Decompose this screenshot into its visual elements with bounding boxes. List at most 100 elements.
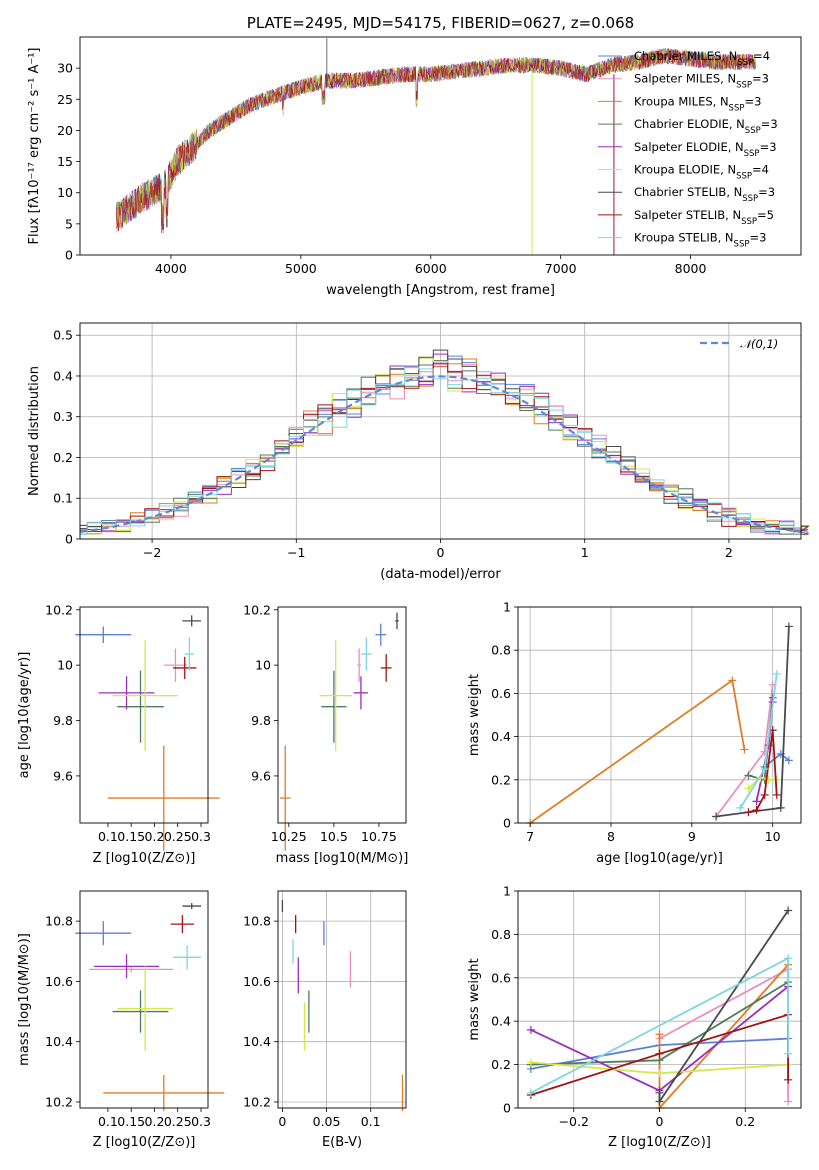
y-axis-label: age [log10(age/yr)] (17, 652, 32, 779)
legend-label: Chabrier ELODIE, NSSP=3 (634, 117, 778, 136)
y-tick-label: 0.8 (491, 643, 511, 658)
y-tick-label: 10 (57, 658, 73, 673)
panel-weight_vs_Z: −0.2 0 0.2 0 0.2 0.4 0.6 0.8 1 Z [log10(Z/Z⊙)] mas… (467, 884, 802, 1150)
weight-line (747, 776, 777, 790)
y-tick-label: 30 (57, 61, 73, 76)
y-tick-label: 0.3 (53, 409, 73, 424)
weight-marker (655, 1030, 664, 1039)
y-tick-label: 0.2 (53, 450, 73, 465)
panel-weight_vs_age: 7 8 9 10 0 0.2 0.4 0.6 0.8 1 age [log10(age/yr)] ma… (467, 600, 802, 866)
y-axis-label: mass weight (467, 674, 482, 756)
weight-marker (526, 1058, 535, 1067)
weight-marker (772, 790, 781, 799)
x-tick-label: 2 (725, 545, 733, 560)
x-tick-label: 7000 (545, 261, 577, 276)
y-tick-label: 10.8 (45, 914, 73, 929)
weight-marker (784, 906, 793, 915)
x-tick-label: −0.2 (559, 1114, 589, 1129)
weight-marker (784, 1097, 793, 1106)
panel-age_vs_Z: 0.1 0.15 0.2 0.25 0.3 9.6 9.8 10 10.2 Z [log10(Z/… (17, 602, 220, 866)
plot-area (116, 38, 756, 255)
x-tick-label: 1 (581, 545, 589, 560)
weight-marker (760, 790, 769, 799)
panel-residuals: −2 −1 0 1 2 0 0.1 0.2 0.3 0.4 0.5 (data-model)/erro… (27, 322, 810, 582)
weight-marker (740, 745, 749, 754)
plot-area (79, 349, 810, 535)
x-tick-label: 0 (278, 1114, 286, 1129)
axes-frame (79, 36, 802, 256)
y-tick-label: 15 (57, 154, 73, 169)
weight-marker (752, 806, 761, 815)
axes-frame (79, 322, 802, 540)
weight-marker (784, 622, 793, 631)
axes-frame (79, 606, 209, 824)
y-axis-label: Normed distribution (27, 366, 42, 496)
x-tick-label: 10.25 (271, 829, 307, 844)
y-axis-label: Flux [fλ10⁻¹⁷ erg cm⁻² s⁻¹ A⁻¹] (27, 48, 42, 245)
x-tick-label: 0.1 (361, 1114, 381, 1129)
y-tick-label: 0.1 (53, 491, 73, 506)
legend-label: Chabrier MILES, NSSP=4 (634, 49, 770, 68)
axes-frame (277, 890, 407, 1109)
panel-mass_vs_ebv: 0 0.05 0.1 10.2 10.4 10.6 10.8 E(B-V) (243, 890, 407, 1150)
weight-marker (526, 1088, 535, 1097)
x-axis-label: mass [log10(M/M⊙)] (276, 851, 409, 866)
y-tick-label: 10 (57, 185, 73, 200)
x-tick-label: 0 (437, 545, 445, 560)
legend-label: Chabrier STELIB, NSSP=3 (634, 185, 775, 204)
x-axis-label: Z [log10(Z/Z⊙)] (93, 851, 196, 866)
y-tick-label: 0.6 (491, 970, 511, 985)
weight-marker (744, 784, 753, 793)
y-tick-label: 0.4 (491, 729, 511, 744)
plot-area (75, 615, 220, 851)
y-tick-label: 0.5 (53, 328, 73, 343)
y-tick-label: 0.2 (491, 772, 511, 787)
plot-area (75, 903, 225, 1112)
x-tick-label: 5000 (285, 261, 317, 276)
weight-marker (655, 1069, 664, 1078)
x-tick-label: 7 (526, 829, 534, 844)
y-tick-label: 20 (57, 123, 73, 138)
legend-label: Salpeter ELODIE, NSSP=3 (634, 140, 777, 159)
y-tick-label: 0.8 (491, 927, 511, 942)
plot-area (526, 906, 793, 1112)
x-tick-label: 10 (765, 829, 781, 844)
x-tick-label: 9 (688, 829, 696, 844)
y-tick-label: 0 (503, 816, 511, 831)
legend: Chabrier MILES, NSSP=4 Salpeter MILES, NS… (598, 49, 778, 250)
weight-marker (776, 803, 785, 812)
axes-frame (517, 890, 802, 1109)
legend: 𝒩(0,1) (700, 337, 778, 351)
x-tick-label: 8 (607, 829, 615, 844)
y-axis-label: mass [log10(M/M⊙)] (17, 933, 32, 1066)
y-tick-label: 5 (65, 216, 73, 231)
y-tick-label: 10.6 (45, 974, 73, 989)
y-tick-label: 10.8 (243, 914, 271, 929)
y-tick-label: 10.2 (45, 602, 73, 617)
panel-mass_vs_Z: 0.1 0.15 0.2 0.25 0.3 10.2 10.4 10.6 10.8 Z [log1… (17, 890, 225, 1150)
y-tick-label: 10.4 (45, 1034, 73, 1049)
x-tick-label: 4000 (155, 261, 187, 276)
weight-marker (744, 808, 753, 817)
x-axis-label: (data-model)/error (380, 567, 501, 582)
chart-title: PLATE=2495, MJD=54175, FIBERID=0627, z=0… (247, 14, 634, 32)
legend-label: 𝒩(0,1) (740, 337, 778, 351)
weight-marker (744, 771, 753, 780)
legend-label: Kroupa ELODIE, NSSP=4 (634, 163, 769, 182)
legend-label: Kroupa MILES, NSSP=3 (634, 94, 761, 113)
weight-marker (655, 1049, 664, 1058)
weight-marker (655, 1088, 664, 1097)
y-tick-label: 25 (57, 92, 73, 107)
y-tick-label: 0.4 (491, 1014, 511, 1029)
y-tick-label: 1 (503, 600, 511, 615)
plot-area (279, 612, 399, 851)
y-tick-label: 0.4 (53, 368, 73, 383)
weight-marker (728, 676, 737, 685)
weight-marker (784, 954, 793, 963)
x-tick-label: 0.1 (98, 829, 118, 844)
histogram-line (80, 349, 810, 532)
plot-area (281, 900, 404, 1112)
x-tick-label: 10.75 (361, 829, 397, 844)
panel-age_vs_mass: 10.25 10.5 10.75 9.6 9.8 10 10.2 mass [log10(M/… (243, 602, 408, 866)
